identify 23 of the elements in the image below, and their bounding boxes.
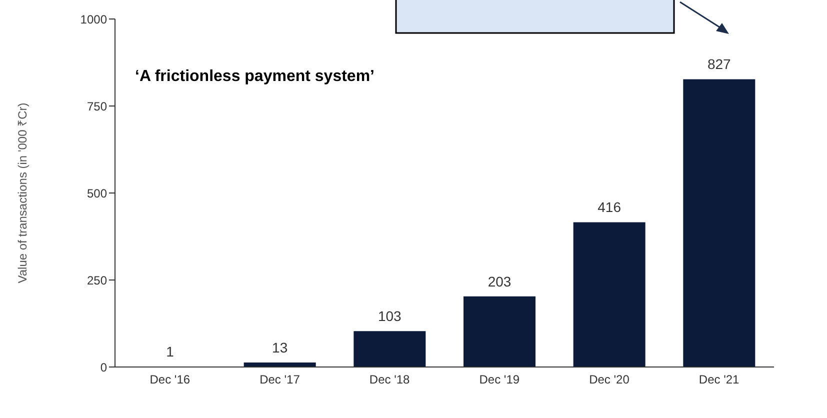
annotation: ‘A frictionless payment system’ [135,68,374,86]
y-tick-label: 0 [100,360,108,374]
y-tick-label: 500 [86,186,108,200]
x-tick-label: Dec '19 [479,372,520,387]
x-tick-label: Dec '17 [260,372,300,387]
x-tick-label: Dec '16 [150,372,190,387]
x-tick-label: Dec '20 [589,372,630,387]
y-tick-label: 750 [86,99,108,114]
y-tick-label: 1000 [80,12,108,26]
bar [573,222,646,367]
data-label: 103 [378,308,402,324]
bar [354,331,426,367]
x-tick-label: Dec '21 [698,372,740,387]
data-label: 827 [707,56,732,72]
data-label: 1 [166,344,174,360]
x-tick-label: Dec '18 [369,372,410,387]
bar [683,79,756,367]
bar [464,296,536,367]
y-axis-title: Value of transactions (in '000 ₹Cr) [15,102,30,284]
data-label: 416 [598,199,622,216]
y-tick-label: 250 [86,273,108,288]
data-label: 13 [272,339,288,356]
data-label: 203 [488,273,512,290]
